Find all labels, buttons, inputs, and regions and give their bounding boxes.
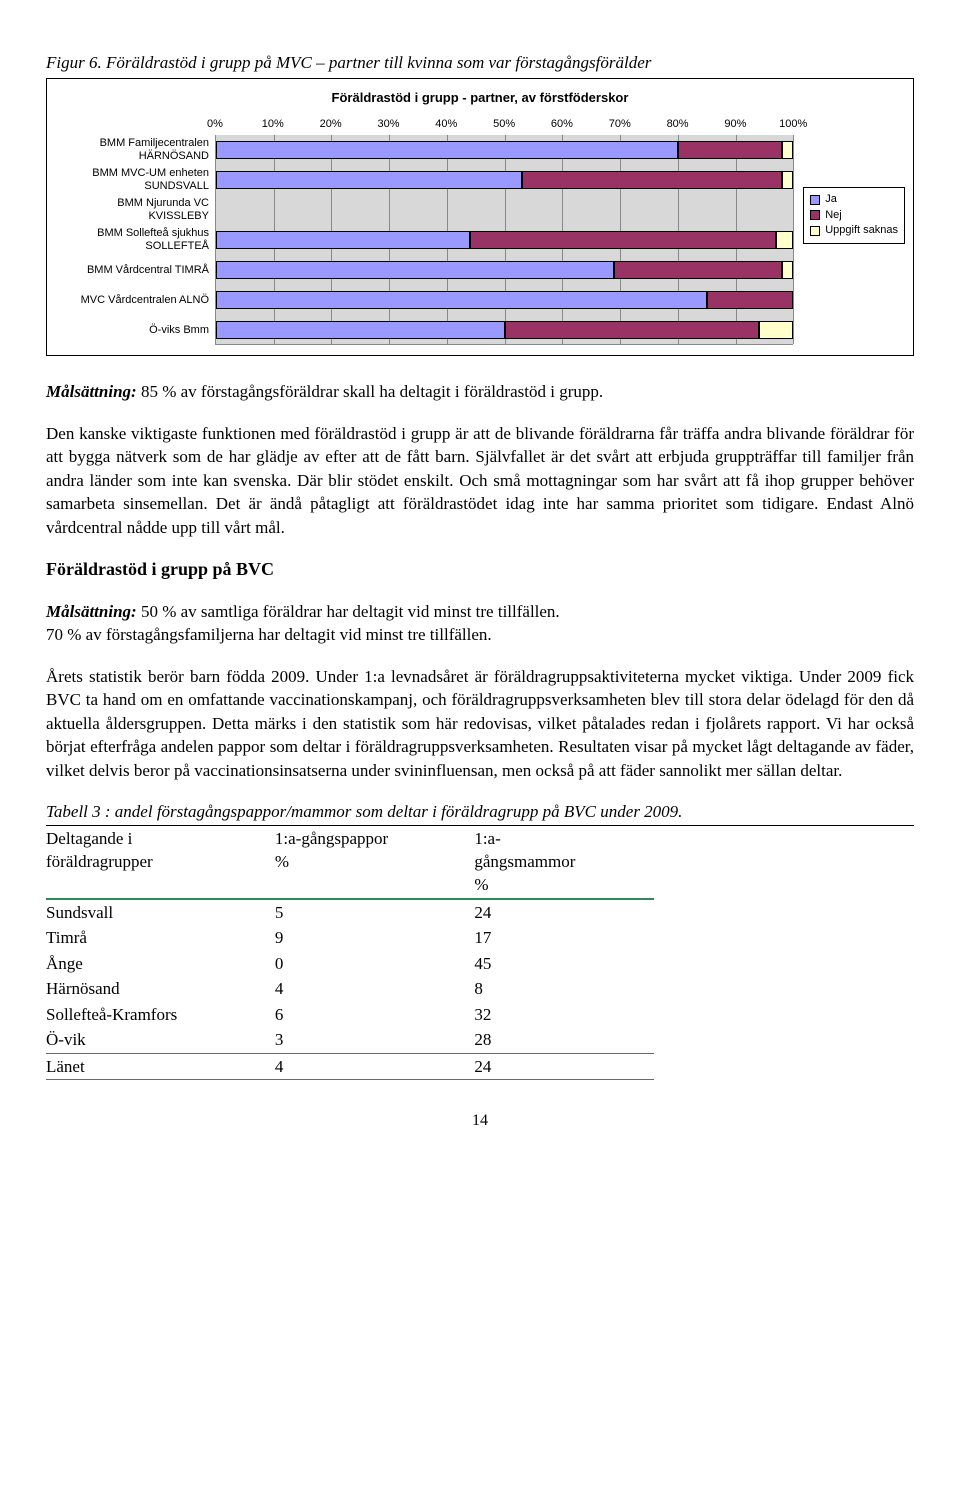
x-tick: 100% xyxy=(779,117,807,132)
bar-segment xyxy=(614,261,781,279)
table-row: Ö-vik328 xyxy=(46,1027,654,1053)
legend-item: Ja xyxy=(810,192,898,207)
y-label: BMM FamiljecentralenHÄRNÖSAND xyxy=(55,135,215,165)
figure-caption: Figur 6. Föräldrastöd i grupp på MVC – p… xyxy=(46,51,914,74)
x-tick: 20% xyxy=(320,117,342,132)
goal-2: Målsättning: 50 % av samtliga föräldrar … xyxy=(46,600,914,647)
bar-segment xyxy=(782,171,794,189)
y-label: MVC Vårdcentralen ALNÖ xyxy=(55,285,215,315)
bar-segment xyxy=(707,291,794,309)
chart-title: Föräldrastöd i grupp - partner, av först… xyxy=(55,85,905,117)
table-caption: Tabell 3 : andel förstagångspappor/mammo… xyxy=(46,800,914,825)
y-label: BMM Njurunda VCKVISSLEBY xyxy=(55,195,215,225)
bar-segment xyxy=(216,321,505,339)
x-tick: 80% xyxy=(667,117,689,132)
table-row: Härnösand48 xyxy=(46,976,654,1001)
legend-item: Uppgift saknas xyxy=(810,223,898,238)
bar-segment xyxy=(470,231,776,249)
chart-container: Föräldrastöd i grupp - partner, av först… xyxy=(46,78,914,356)
bar-row xyxy=(216,231,793,249)
bar-segment xyxy=(522,171,782,189)
bar-segment xyxy=(216,231,470,249)
bar-segment xyxy=(678,141,782,159)
table-header: 1:a-gångspappor% xyxy=(275,826,474,899)
x-tick: 10% xyxy=(262,117,284,132)
table-row-total: Länet424 xyxy=(46,1053,654,1079)
bar-segment xyxy=(776,231,793,249)
bar-segment xyxy=(216,171,522,189)
y-label: BMM Vårdcentral TIMRÅ xyxy=(55,255,215,285)
table-row: Sollefteå-Kramfors632 xyxy=(46,1002,654,1027)
bar-segment xyxy=(759,321,794,339)
bar-segment xyxy=(216,291,707,309)
bar-row xyxy=(216,201,793,219)
x-tick: 60% xyxy=(551,117,573,132)
chart-y-axis: BMM FamiljecentralenHÄRNÖSANDBMM MVC-UM … xyxy=(55,117,215,345)
x-tick: 40% xyxy=(435,117,457,132)
bar-row xyxy=(216,261,793,279)
page-number: 14 xyxy=(46,1110,914,1132)
bar-segment xyxy=(216,261,614,279)
y-label: Ö-viks Bmm xyxy=(55,315,215,345)
x-tick: 70% xyxy=(609,117,631,132)
x-tick: 90% xyxy=(724,117,746,132)
x-tick: 0% xyxy=(207,117,223,132)
paragraph-2: Årets statistik berör barn födda 2009. U… xyxy=(46,665,914,782)
chart-legend: JaNejUppgift saknas xyxy=(803,187,905,243)
bar-segment xyxy=(782,141,794,159)
bar-segment xyxy=(216,141,678,159)
goal-1: Målsättning: 85 % av förstagångsföräldra… xyxy=(46,380,914,403)
bar-row xyxy=(216,171,793,189)
y-label: BMM Sollefteå sjukhusSOLLEFTEÅ xyxy=(55,225,215,255)
table-header: 1:a-gångsmammor% xyxy=(474,826,653,899)
table-row: Sundsvall524 xyxy=(46,899,654,925)
bar-row xyxy=(216,321,793,339)
table-row: Ånge045 xyxy=(46,951,654,976)
table-header: Deltagande iföräldragrupper xyxy=(46,826,275,899)
bar-row xyxy=(216,141,793,159)
paragraph-1: Den kanske viktigaste funktionen med för… xyxy=(46,422,914,539)
y-label: BMM MVC-UM enhetenSUNDSVALL xyxy=(55,165,215,195)
bar-segment xyxy=(505,321,759,339)
section-heading: Föräldrastöd i grupp på BVC xyxy=(46,557,914,582)
bar-segment xyxy=(782,261,794,279)
x-tick: 30% xyxy=(377,117,399,132)
legend-item: Nej xyxy=(810,208,898,223)
chart-plot-area xyxy=(215,135,793,345)
chart-x-axis: 0%10%20%30%40%50%60%70%80%90%100% xyxy=(215,117,793,135)
bar-row xyxy=(216,291,793,309)
data-table: Deltagande iföräldragrupper1:a-gångspapp… xyxy=(46,826,654,1081)
table-row: Timrå917 xyxy=(46,925,654,950)
x-tick: 50% xyxy=(493,117,515,132)
